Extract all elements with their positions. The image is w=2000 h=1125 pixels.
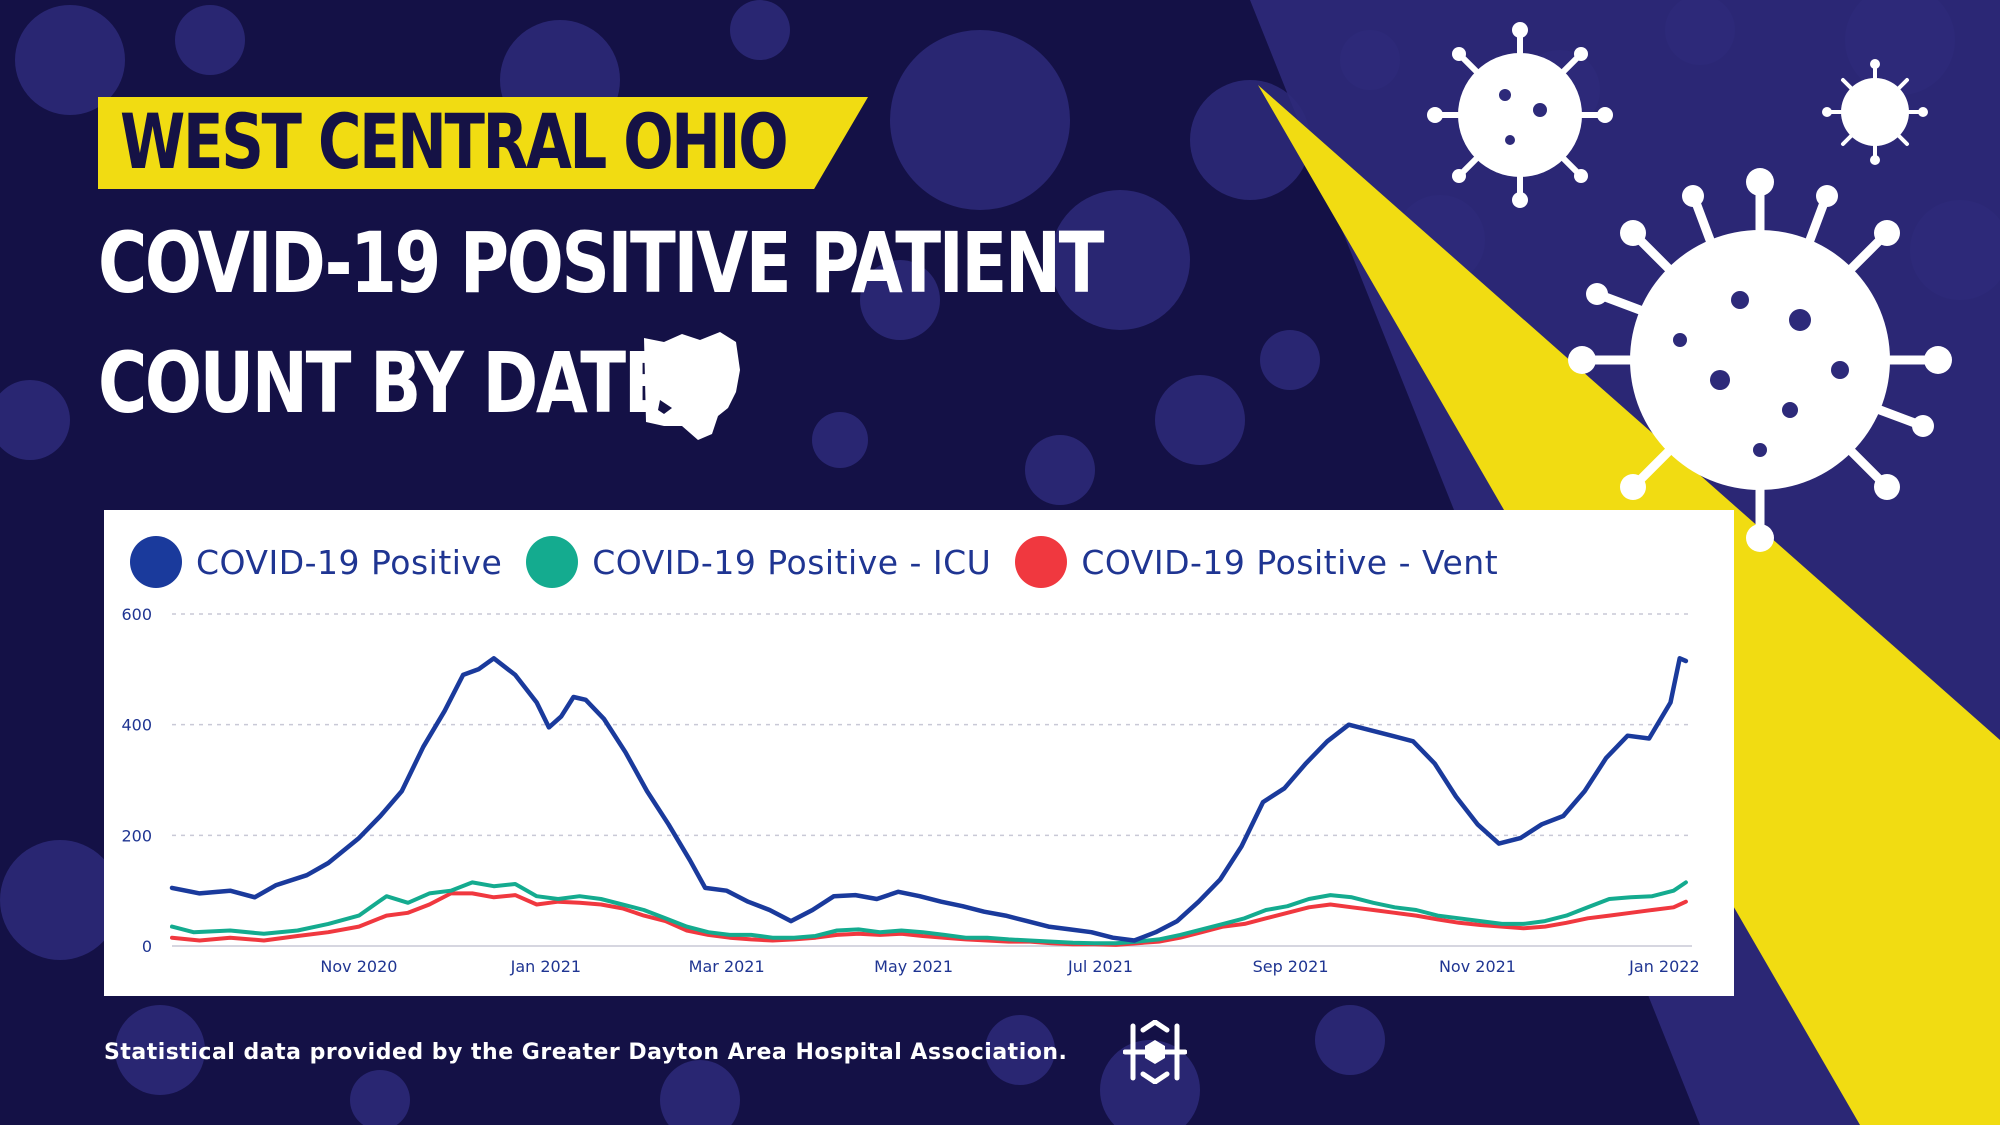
region-banner <box>98 97 868 189</box>
x-tick-label: Jul 2021 <box>1067 957 1133 976</box>
x-tick-label: Sep 2021 <box>1253 957 1329 976</box>
page-title-line2: COUNT BY DATE <box>98 334 670 432</box>
line-chart: 0 200 400 600 Nov 2020 Jan 2021 Mar 2021 May 2… <box>121 605 1699 976</box>
ohio-state-icon <box>644 332 740 440</box>
virus-icon-medium <box>1427 22 1613 208</box>
legend-label-icu: COVID-19 Positive - ICU <box>592 542 992 582</box>
x-tick-label: Mar 2021 <box>689 957 765 976</box>
x-tick-label: Jan 2021 <box>510 957 581 976</box>
series-line-icu <box>170 880 1688 946</box>
series-line-positive <box>169 656 1689 943</box>
x-tick-label: Nov 2020 <box>320 957 397 976</box>
y-tick-label: 400 <box>121 716 152 735</box>
legend-swatch-vent <box>1015 536 1068 588</box>
y-tick-label: 200 <box>121 826 152 845</box>
y-tick-label: 0 <box>142 937 152 956</box>
legend-label-vent: COVID-19 Positive - Vent <box>1081 542 1499 582</box>
legend-item-positive: COVID-19 Positive <box>130 536 502 588</box>
legend-item-icu: COVID-19 Positive - ICU <box>526 536 991 588</box>
region-label: WEST CENTRAL OHIO <box>120 97 789 186</box>
x-tick-label: May 2021 <box>874 957 953 976</box>
legend-swatch-positive <box>130 536 182 588</box>
y-tick-label: 600 <box>121 605 152 624</box>
chart-legend: COVID-19 Positive COVID-19 Positive - IC… <box>130 532 1522 592</box>
legend-swatch-icu <box>526 536 579 588</box>
source-credit: Statistical data provided by the Greater… <box>104 1040 1068 1065</box>
chart-panel: 0 200 400 600 Nov 2020 Jan 2021 Mar 2021 May 2… <box>104 510 1734 996</box>
legend-item-vent: COVID-19 Positive - Vent <box>1015 536 1498 588</box>
hospital-association-logo-icon <box>1123 1020 1187 1084</box>
page-title-line1: COVID-19 POSITIVE PATIENT <box>98 214 1105 312</box>
x-tick-label: Nov 2021 <box>1439 957 1516 976</box>
legend-label-positive: COVID-19 Positive <box>196 542 503 582</box>
virus-icon-large <box>1568 168 1952 552</box>
virus-icon-small <box>1822 59 1928 165</box>
x-tick-label: Jan 2022 <box>1628 957 1699 976</box>
